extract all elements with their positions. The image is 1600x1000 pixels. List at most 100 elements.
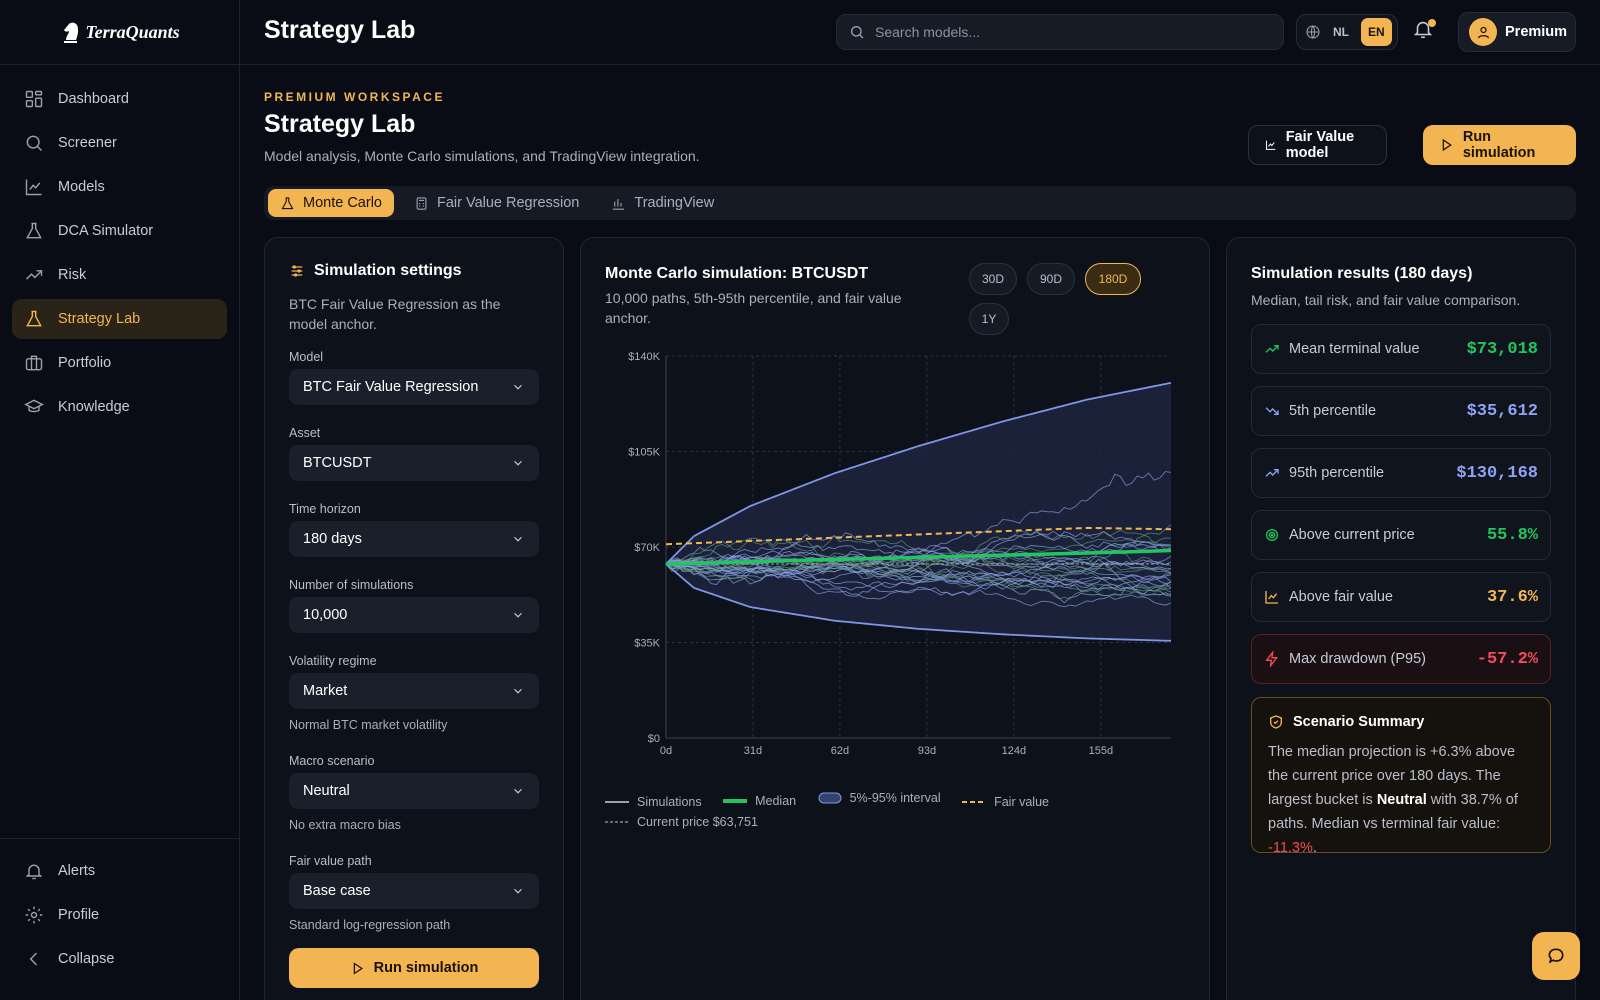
language-nl-button[interactable]: NL xyxy=(1333,25,1349,39)
gear-icon xyxy=(25,906,43,924)
range-1y-button[interactable]: 1Y xyxy=(969,303,1009,335)
search-icon xyxy=(26,135,43,152)
account-button[interactable]: Premium xyxy=(1458,12,1576,52)
sidebar-item-label: Knowledge xyxy=(58,399,130,415)
stat-label: 95th percentile xyxy=(1289,465,1385,481)
simulations-count-label: Number of simulations xyxy=(289,578,414,592)
volatility-label: Volatility regime xyxy=(289,654,377,668)
monte-carlo-chart: $0 $35K $70K $105K $140K 0d 31d 62d 93d 124d 155d xyxy=(628,351,1172,757)
legend-median: Median xyxy=(723,791,796,811)
topbar: Strategy Lab Search models... NL EN Prem… xyxy=(240,0,1600,65)
stat-95th-percentile: 95th percentile $130,168 xyxy=(1251,448,1551,498)
run-simulation-header-button[interactable]: Run simulation xyxy=(1423,125,1576,165)
search-placeholder: Search models... xyxy=(875,24,981,40)
p5-line xyxy=(665,563,1172,642)
summary-text-part: The median projection is +6.3% above the… xyxy=(1268,744,1516,808)
fair-value-path-select[interactable]: Base case xyxy=(289,873,539,909)
logo[interactable]: TerraQuants xyxy=(0,0,239,65)
asset-select[interactable]: BTCUSDT xyxy=(289,445,539,481)
tab-label: Monte Carlo xyxy=(303,195,382,211)
tab-fair-value-regression[interactable]: Fair Value Regression xyxy=(402,189,591,217)
page-title: Strategy Lab xyxy=(264,110,416,138)
stat-value: 37.6% xyxy=(1486,587,1538,607)
tab-tradingview[interactable]: TradingView xyxy=(599,189,726,217)
chat-bubble-icon xyxy=(1548,948,1564,964)
results-title: Simulation results (180 days) xyxy=(1251,265,1473,282)
fair-value-model-label: Fair Value model xyxy=(1285,129,1355,161)
tab-monte-carlo[interactable]: Monte Carlo xyxy=(268,189,394,217)
play-icon xyxy=(1442,138,1452,152)
sidebar-item-collapse[interactable]: Collapse xyxy=(12,939,227,979)
settings-description: BTC Fair Value Regression as the model a… xyxy=(289,296,501,332)
scenario-summary-text: The median projection is +6.3% above the… xyxy=(1268,740,1534,860)
range-90d-button[interactable]: 90D xyxy=(1027,263,1075,295)
stat-label: Mean terminal value xyxy=(1289,341,1420,357)
simulations-count-select[interactable]: 10,000 xyxy=(289,597,539,633)
language-switcher: NL EN xyxy=(1296,14,1398,50)
sidebar-item-strategy-lab[interactable]: Strategy Lab xyxy=(12,299,227,339)
play-icon xyxy=(353,961,363,975)
sidebar-item-knowledge[interactable]: Knowledge xyxy=(12,387,227,427)
legend-interval: 5%-95% interval xyxy=(818,788,941,808)
chat-button[interactable] xyxy=(1532,932,1580,980)
bell-icon xyxy=(25,864,43,880)
language-en-button[interactable]: EN xyxy=(1361,18,1392,46)
time-horizon-label: Time horizon xyxy=(289,502,361,516)
sidebar-nav: Dashboard Screener Models DCA Simulator … xyxy=(0,65,239,445)
fair-value-model-button[interactable]: Fair Value model xyxy=(1248,125,1387,165)
macro-select[interactable]: Neutral xyxy=(289,773,539,809)
macro-hint: No extra macro bias xyxy=(289,818,401,832)
legend-label: Simulations xyxy=(637,795,702,809)
run-simulation-label: Run simulation xyxy=(373,960,479,976)
summary-text-part: with 38.7% of paths. Median vs terminal … xyxy=(1268,792,1518,832)
search-input[interactable]: Search models... xyxy=(836,14,1284,50)
volatility-select[interactable]: Market xyxy=(289,673,539,709)
flask-icon xyxy=(26,310,42,327)
range-30d-button[interactable]: 30D xyxy=(969,263,1017,295)
sidebar-item-dashboard[interactable]: Dashboard xyxy=(12,79,227,119)
chart-panel: Monte Carlo simulation: BTCUSDT 10,000 p… xyxy=(580,237,1210,1000)
sidebar-item-label: Profile xyxy=(58,907,100,923)
range-180d-button[interactable]: 180D xyxy=(1085,263,1141,295)
run-simulation-button[interactable]: Run simulation xyxy=(289,948,539,988)
sidebar-item-models[interactable]: Models xyxy=(12,167,227,207)
scenario-summary: Scenario Summary The median projection i… xyxy=(1251,697,1551,856)
sidebar-item-label: Models xyxy=(58,179,105,195)
time-horizon-select[interactable]: 180 days xyxy=(289,521,539,557)
sidebar-item-label: Dashboard xyxy=(58,91,129,107)
chevron-down-icon xyxy=(514,688,522,694)
sidebar-item-label: Screener xyxy=(58,135,117,151)
simulation-path xyxy=(665,537,1172,598)
tab-label: TradingView xyxy=(634,195,715,211)
simulations-count-value: 10,000 xyxy=(303,607,348,623)
shield-check-icon xyxy=(1270,715,1282,729)
trend-down-icon xyxy=(1265,407,1279,415)
summary-delta: -11.3% xyxy=(1268,840,1313,856)
sidebar-item-profile[interactable]: Profile xyxy=(12,895,227,935)
sidebar-item-label: Portfolio xyxy=(58,355,112,371)
sidebar-item-screener[interactable]: Screener xyxy=(12,123,227,163)
notifications-button[interactable] xyxy=(1412,18,1440,46)
results-subtitle: Median, tail risk, and fair value compar… xyxy=(1251,292,1521,308)
bell-icon xyxy=(1413,21,1433,39)
summary-text-part: . xyxy=(1312,840,1317,856)
chevron-down-icon xyxy=(514,788,522,794)
time-horizon-value: 180 days xyxy=(303,531,362,547)
sidebar-item-risk[interactable]: Risk xyxy=(12,255,227,295)
x-tick-label: 0d xyxy=(660,745,672,757)
globe-icon xyxy=(1306,25,1320,39)
percentile-band xyxy=(666,382,1171,641)
sidebar-item-alerts[interactable]: Alerts xyxy=(12,851,227,891)
chevron-down-icon xyxy=(514,384,522,390)
simulation-settings-panel: Simulation settings BTC Fair Value Regre… xyxy=(264,237,564,1000)
settings-title: Simulation settings xyxy=(314,262,462,279)
chart-subtitle: 10,000 paths, 5th-95th percentile, and f… xyxy=(605,290,902,326)
sidebar-item-dca-simulator[interactable]: DCA Simulator xyxy=(12,211,227,251)
sidebar-item-portfolio[interactable]: Portfolio xyxy=(12,343,227,383)
sidebar-item-label: Risk xyxy=(58,267,87,283)
model-select[interactable]: BTC Fair Value Regression xyxy=(289,369,539,405)
volatility-hint: Normal BTC market volatility xyxy=(289,718,448,732)
line-chart-icon xyxy=(1265,591,1278,604)
fair-value-path-hint: Standard log-regression path xyxy=(289,918,451,932)
